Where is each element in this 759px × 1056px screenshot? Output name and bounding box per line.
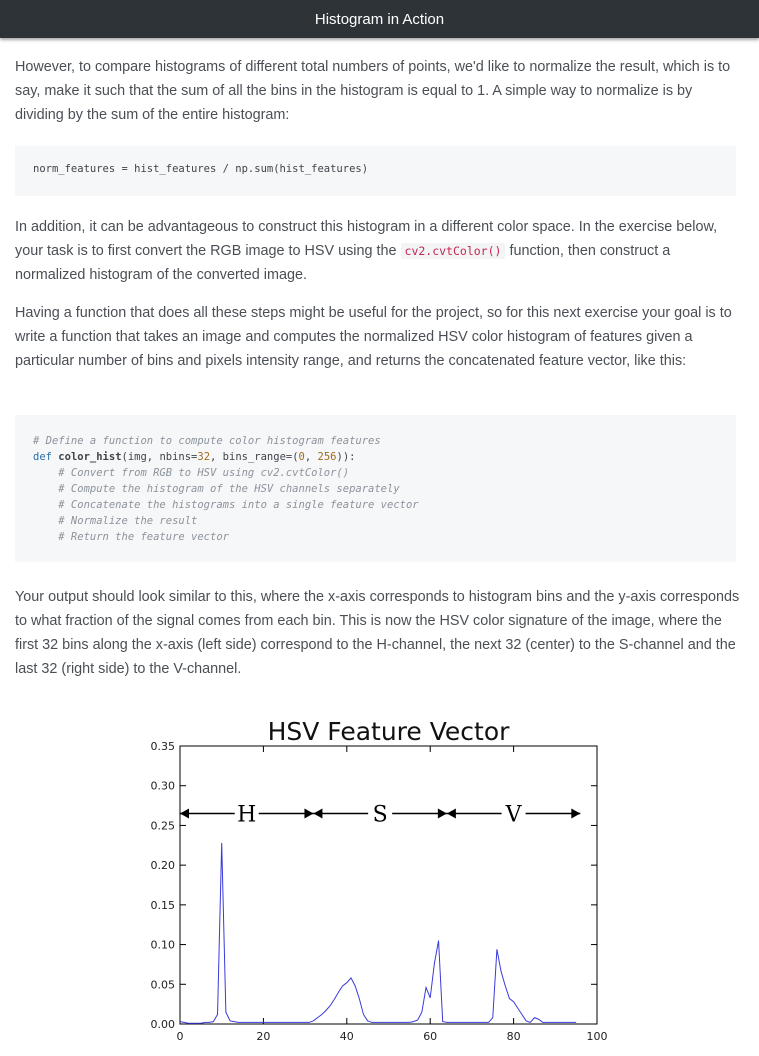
code-text: ,	[304, 451, 318, 463]
code-comment: # Return the feature vector	[33, 531, 229, 543]
y-tick-label: 0.25	[151, 819, 176, 832]
code-function-name: color_hist	[58, 451, 122, 463]
code-text: , bins_range=(	[210, 451, 299, 463]
y-tick-label: 0.05	[151, 978, 176, 991]
y-tick-label: 0.15	[151, 899, 176, 912]
paragraph-text: function, then construct a normalized hi…	[15, 243, 671, 283]
chart-title: HSV Feature Vector	[268, 717, 511, 746]
hsv-feature-chart: HSV Feature Vector 0.00 0.05 0.10 0.15 0.20 0.…	[151, 717, 608, 1043]
code-block-color-hist: # Define a function to compute color his…	[15, 415, 736, 562]
channel-label: V	[505, 803, 523, 828]
code-block-normalize: norm_features = hist_features / np.sum(h…	[15, 146, 736, 196]
plot-frame	[179, 745, 598, 1025]
chart-container: HSV Feature Vector 0.00 0.05 0.10 0.15 0.20 0.…	[0, 700, 759, 1051]
paragraph-function-goal: Having a function that does all these st…	[15, 305, 732, 369]
channel-arrow-head	[313, 808, 323, 819]
code-number: 32	[197, 451, 211, 463]
x-tick-label: 40	[340, 1030, 354, 1043]
channel-label: S	[373, 803, 388, 828]
code-comment: # Define a function to compute color his…	[33, 435, 381, 447]
series-line	[179, 842, 577, 1024]
inline-code-cvtcolor: cv2.cvtColor()	[400, 243, 506, 259]
paragraph-normalize: However, to compare histograms of differ…	[15, 59, 731, 123]
x-tick-label: 60	[423, 1030, 437, 1043]
code-line: norm_features = hist_features / np.sum(h…	[33, 163, 369, 175]
channel-arrow-head	[446, 808, 456, 819]
x-tick-label: 0	[177, 1030, 184, 1043]
y-tick-label: 0.10	[151, 939, 176, 952]
paragraph-text: In addition, it can be advantageous to c…	[15, 219, 718, 259]
code-comment: # Concatenate the histograms into a sing…	[33, 499, 419, 511]
channel-arrow-head	[180, 808, 189, 819]
page-title: Histogram in Action	[314, 10, 445, 28]
channel-arrow-head	[571, 808, 581, 819]
channel-label: H	[237, 803, 256, 828]
y-tick-label: 0.30	[151, 780, 176, 793]
x-tick-label: 80	[507, 1030, 521, 1043]
y-tick-label: 0.20	[151, 859, 176, 872]
paragraph-color-space: In addition, it can be advantageous to c…	[15, 215, 740, 287]
code-text: )):	[336, 451, 356, 463]
code-number: 0	[298, 451, 305, 463]
code-number: 256	[317, 451, 337, 463]
channel-arrow-head	[304, 808, 314, 819]
paragraph-output-description: Your output should look similar to this,…	[15, 589, 740, 677]
code-comment: # Convert from RGB to HSV using cv2.cvtC…	[33, 467, 350, 479]
y-tick-label: 0.35	[151, 740, 176, 753]
code-comment: # Compute the histogram of the HSV chann…	[33, 483, 400, 495]
code-keyword: def	[33, 451, 59, 463]
x-tick-label: 100	[587, 1030, 608, 1043]
channel-arrow-head	[437, 808, 447, 819]
x-tick-label: 20	[256, 1030, 270, 1043]
code-text: (img, nbins=	[121, 451, 198, 463]
y-tick-label: 0.00	[151, 1018, 176, 1031]
code-comment: # Normalize the result	[33, 515, 198, 527]
top-bar: Histogram in Action	[0, 0, 759, 38]
